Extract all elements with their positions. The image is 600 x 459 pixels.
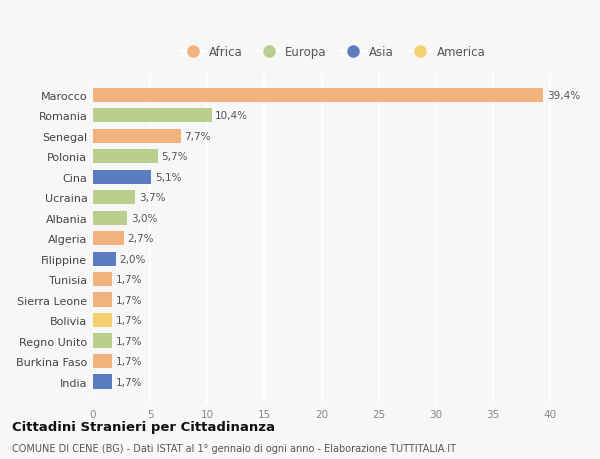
Bar <box>93 129 181 144</box>
Bar <box>93 375 112 389</box>
Bar <box>93 272 112 287</box>
Bar <box>93 354 112 369</box>
Bar <box>93 334 112 348</box>
Text: 3,7%: 3,7% <box>139 193 165 203</box>
Bar <box>93 190 135 205</box>
Text: 5,7%: 5,7% <box>161 152 188 162</box>
Bar <box>93 313 112 328</box>
Bar <box>93 89 543 103</box>
Legend: Africa, Europa, Asia, America: Africa, Europa, Asia, America <box>178 43 488 61</box>
Bar <box>93 231 124 246</box>
Text: 10,4%: 10,4% <box>215 111 248 121</box>
Text: 5,1%: 5,1% <box>155 173 181 182</box>
Text: 7,7%: 7,7% <box>184 131 211 141</box>
Text: 1,7%: 1,7% <box>116 274 142 285</box>
Text: 3,0%: 3,0% <box>131 213 157 223</box>
Bar <box>93 109 212 123</box>
Text: Cittadini Stranieri per Cittadinanza: Cittadini Stranieri per Cittadinanza <box>12 420 275 433</box>
Bar <box>93 170 151 185</box>
Text: 1,7%: 1,7% <box>116 356 142 366</box>
Bar <box>93 211 127 225</box>
Bar <box>93 252 116 266</box>
Text: 1,7%: 1,7% <box>116 336 142 346</box>
Bar <box>93 293 112 307</box>
Bar <box>93 150 158 164</box>
Text: COMUNE DI CENE (BG) - Dati ISTAT al 1° gennaio di ogni anno - Elaborazione TUTTI: COMUNE DI CENE (BG) - Dati ISTAT al 1° g… <box>12 443 456 453</box>
Text: 39,4%: 39,4% <box>547 90 580 101</box>
Text: 2,7%: 2,7% <box>127 234 154 244</box>
Text: 1,7%: 1,7% <box>116 295 142 305</box>
Text: 2,0%: 2,0% <box>119 254 146 264</box>
Text: 1,7%: 1,7% <box>116 315 142 325</box>
Text: 1,7%: 1,7% <box>116 377 142 387</box>
